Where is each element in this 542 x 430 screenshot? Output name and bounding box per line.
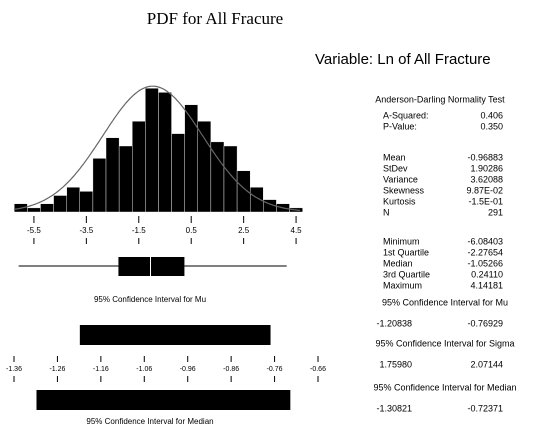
interval-title: 95% Confidence Interval for Sigma [375,338,514,348]
interval-low: -1.30821 [376,403,412,413]
interval-high: -0.72371 [467,403,503,413]
ci-tick-label: -0.76 [267,366,283,373]
stat-value: 1.90286 [470,163,503,173]
histogram-bar [53,195,67,213]
interval-title: 95% Confidence Interval for Median [373,382,516,392]
ci-tick-label: -0.86 [223,366,239,373]
stat-name: Minimum [383,236,420,246]
interval-high: 2.07144 [470,359,503,369]
histogram-bar [118,145,133,213]
histogram-bar [197,121,212,213]
x-tick-label: -1.5 [132,226,146,235]
stat-name: StDev [383,163,408,173]
stat-name: P-Value: [383,121,417,131]
ci-tick-label: -1.36 [6,366,22,373]
stat-value: -6.08403 [467,236,503,246]
histogram-bar [223,145,238,213]
ci-tick-label: -1.06 [136,366,152,373]
ci-label: 95% Confidence Interval for Median [86,417,213,426]
normal-curve [13,85,301,211]
stat-value: 0.24110 [471,269,503,279]
histogram-bar [66,187,80,213]
histogram-bar [79,191,94,213]
histogram-bar [210,141,225,213]
test-title: Anderson-Darling Normality Test [375,94,505,104]
stat-value: 4.14181 [470,280,503,290]
x-tick-label: 0.5 [186,226,198,235]
ci-bar [79,325,271,345]
stat-value: -1.05266 [467,258,503,268]
interval-low: 1.75980 [379,359,412,369]
ci-tick-label: -0.96 [180,366,196,373]
histogram-bar [27,207,41,213]
histogram-bar [171,133,185,213]
stat-name: Mean [383,152,406,162]
stat-value: 0.406 [480,110,503,120]
histogram-bar [40,203,54,213]
histogram-bar [105,137,120,213]
x-tick-label: -5.5 [27,226,41,235]
ci-tick-label: -1.16 [93,366,109,373]
stat-name: Median [383,258,413,268]
chart-title: PDF for All Fracure [147,9,283,28]
stat-name: 3rd Quartile [383,269,430,279]
ci-bar [36,390,291,410]
interval-high: -0.76929 [467,318,503,328]
histogram-bar [92,158,107,213]
chart-subtitle: Variable: Ln of All Fracture [315,51,491,68]
stat-name: Kurtosis [383,196,416,206]
stat-name: Variance [383,174,418,184]
ci-tick-label: -1.26 [49,366,65,373]
ci-tick-label: -0.66 [310,366,326,373]
stat-value: -2.27654 [467,247,503,257]
stat-name: Skewness [383,185,425,195]
stat-value: -1.5E-01 [468,196,503,206]
interval-title: 95% Confidence Interval for Mu [382,297,508,307]
stat-value: 9.87E-02 [466,185,503,195]
stat-name: 1st Quartile [383,247,429,257]
stat-value: 0.350 [480,121,503,131]
stat-name: A-Squared: [383,110,429,120]
stat-value: 3.62088 [470,174,503,184]
x-tick-label: 4.5 [291,226,303,235]
box [118,257,185,276]
histogram-bar [132,121,146,213]
ci-label: 95% Confidence Interval for Mu [94,295,206,304]
x-tick-label: 2.5 [238,226,250,235]
histogram-bar [145,88,159,213]
stat-name: N [383,207,390,217]
stat-name: Maximum [383,280,422,290]
stat-value: 291 [488,207,503,217]
histogram-bar [184,104,198,213]
interval-low: -1.20838 [376,318,412,328]
stat-value: -0.96883 [467,152,503,162]
histogram-bar [158,92,172,213]
x-tick-label: -3.5 [79,226,93,235]
